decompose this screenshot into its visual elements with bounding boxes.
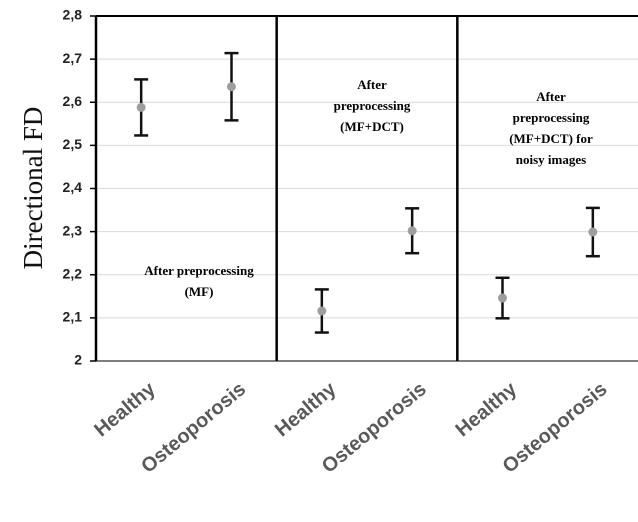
- y-tick-label: 2,2: [63, 265, 83, 281]
- y-tick-label: 2: [74, 352, 82, 368]
- y-tick-label: 2,6: [63, 93, 83, 109]
- y-tick-label: 2,5: [63, 136, 83, 152]
- mean-point: [317, 306, 327, 316]
- x-tick-label: Healthy: [452, 377, 522, 441]
- x-tick-label: Healthy: [90, 377, 160, 441]
- annotation: preprocessing: [334, 98, 411, 113]
- annotation: (MF+DCT): [340, 119, 404, 134]
- mean-point: [588, 227, 598, 237]
- mean-point: [498, 293, 507, 303]
- annotation: After: [357, 77, 387, 92]
- y-tick-label: 2,7: [63, 50, 83, 66]
- mean-point: [136, 102, 146, 112]
- y-tick-label: 2,8: [63, 7, 83, 23]
- annotation: After preprocessing: [144, 263, 254, 278]
- y-tick-label: 2,1: [63, 309, 83, 325]
- x-tick-label: Healthy: [271, 377, 341, 441]
- mean-point: [227, 82, 236, 92]
- annotation: (MF): [185, 284, 214, 299]
- annotation: (MF+DCT) for: [509, 131, 593, 146]
- annotation: After: [536, 89, 566, 104]
- y-axis-title: Directional FD: [18, 107, 48, 270]
- annotation: noisy images: [516, 152, 586, 167]
- annotation: preprocessing: [513, 110, 590, 125]
- y-tick-label: 2,3: [63, 222, 83, 238]
- y-tick-label: 2,4: [63, 179, 83, 195]
- mean-point: [407, 226, 417, 236]
